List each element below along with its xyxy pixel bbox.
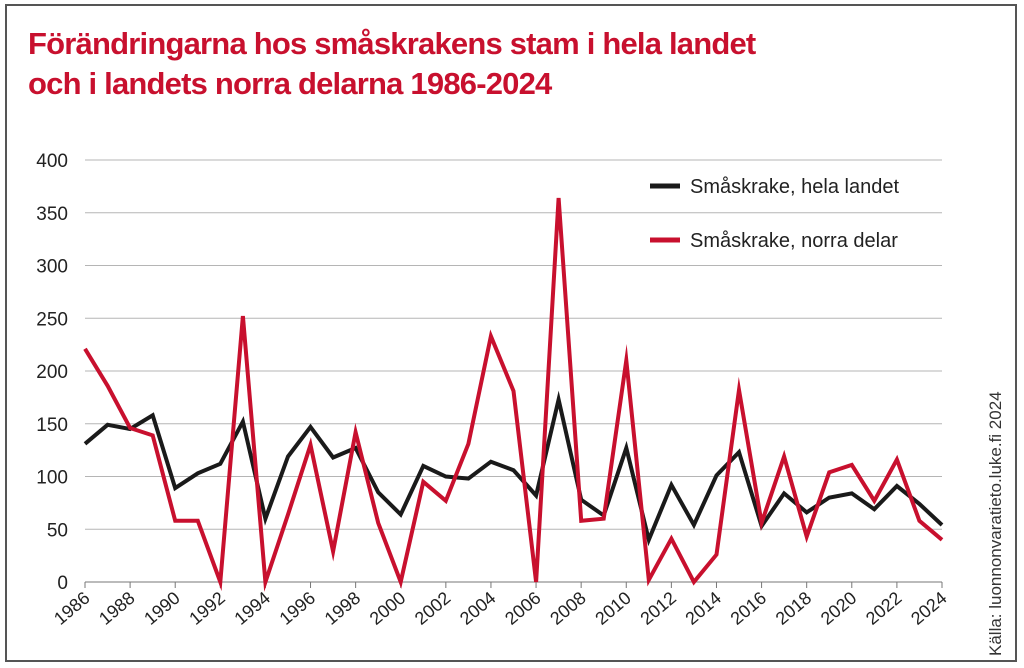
series-line-norra-delar — [83, 197, 944, 592]
x-tick-label: 2022 — [862, 588, 906, 629]
series-lines — [83, 197, 944, 592]
x-tick-label: 2016 — [727, 588, 771, 629]
x-tick-label: 2008 — [546, 588, 590, 629]
y-tick-label: 0 — [57, 573, 68, 594]
legend-label: Småskrake, hela landet — [690, 176, 899, 198]
x-tick-label: 1988 — [95, 588, 139, 629]
legend: Småskrake, hela landet Småskrake, norra d… — [650, 176, 899, 252]
x-tick-label: 2006 — [501, 588, 545, 629]
y-tick-label: 200 — [36, 362, 68, 383]
y-tick-label: 250 — [36, 309, 68, 330]
x-tick-label: 2012 — [636, 588, 680, 629]
y-tick-label: 50 — [47, 520, 68, 541]
y-tick-label: 150 — [36, 415, 68, 436]
y-tick-label: 400 — [36, 151, 68, 172]
chart-title-line-2: och i landets norra delarna 1986-2024 — [28, 66, 552, 101]
chart-title-line-1: Förändringarna hos småskrakens stam i he… — [28, 26, 756, 61]
x-tick-label: 1994 — [230, 588, 274, 629]
source-note: Källa: luonnonvaratieto.luke.fi 2024 — [986, 391, 1005, 656]
x-tick-label: 2024 — [907, 588, 951, 629]
x-tick-label: 2020 — [817, 588, 861, 629]
x-tick-label: 1998 — [321, 588, 365, 629]
y-tick-label: 100 — [36, 468, 68, 489]
x-tick-label: 2000 — [366, 588, 410, 629]
x-tick-label: 2014 — [682, 588, 726, 629]
legend-label: Småskrake, norra delar — [690, 230, 898, 252]
x-tick-label: 2002 — [411, 588, 455, 629]
x-tick-label: 1992 — [185, 588, 229, 629]
x-tick-label: 1996 — [276, 588, 320, 629]
chart-title: Förändringarna hos småskrakens stam i he… — [28, 24, 928, 104]
source-label: Källa: luonnonvaratieto.luke.fi 2024 — [986, 391, 1005, 656]
x-tick-label: 2010 — [591, 588, 635, 629]
y-tick-label: 350 — [36, 204, 68, 225]
x-axis-tick-labels: 1986 1988 1990 1992 1994 1996 1998 2000 2002 2004… — [50, 582, 951, 629]
y-axis-tick-labels: 0 50 100 150 200 250 300 350 400 — [36, 151, 68, 594]
chart-frame — [5, 4, 1017, 662]
x-tick-label: 2018 — [772, 588, 816, 629]
y-tick-label: 300 — [36, 257, 68, 278]
x-tick-label: 1990 — [140, 588, 184, 629]
x-tick-label: 2004 — [456, 588, 500, 629]
